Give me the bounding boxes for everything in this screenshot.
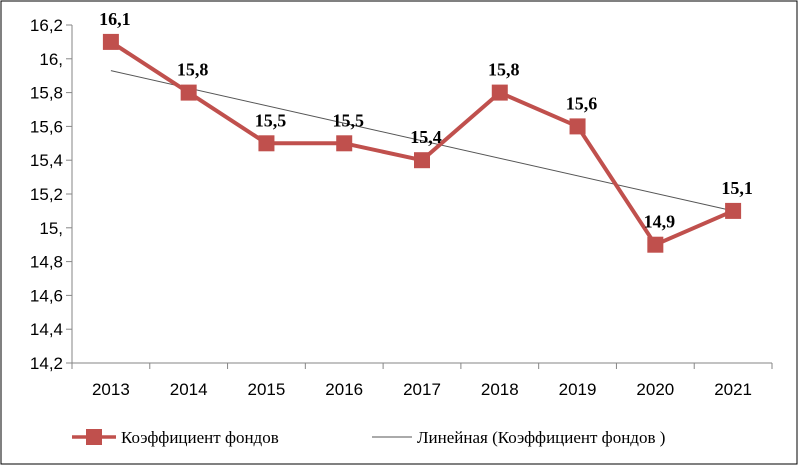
data-label: 15,4 [410, 127, 442, 147]
data-label: 15,8 [177, 60, 209, 80]
x-tick-label: 2020 [636, 380, 674, 399]
data-point-marker [569, 118, 586, 135]
y-tick-label: 14,6 [30, 286, 63, 305]
data-label: 16,1 [99, 9, 131, 29]
legend-trendline-label: Линейная (Коэффициент фондов ) [417, 428, 665, 447]
data-point-marker [180, 84, 197, 101]
trendline [110, 70, 734, 212]
legend-series-marker [86, 429, 102, 445]
data-label: 14,9 [644, 212, 676, 232]
data-label: 15,6 [566, 93, 598, 113]
axes: 14,2 14,4 14,6 14,8 15, 15,2 15,4 15,6 15,8 16, 16… [30, 16, 773, 399]
data-labels-group: 16,1 15,8 15,5 15,5 15,4 15,8 15,6 14,9 15,1 [99, 9, 753, 232]
x-tick-label: 2013 [92, 380, 130, 399]
data-label: 15,5 [332, 110, 364, 130]
y-tick-label: 14,2 [30, 354, 63, 373]
y-tick-label: 16,2 [30, 16, 63, 35]
x-tick-label: 2017 [403, 380, 441, 399]
legend-series-label: Коэффициент фондов [121, 428, 279, 447]
x-tick-label: 2015 [248, 380, 286, 399]
y-tick-label: 15,8 [30, 84, 63, 103]
x-tick-label: 2014 [170, 380, 208, 399]
x-tick-label: 2018 [481, 380, 519, 399]
data-label: 15,1 [721, 178, 753, 198]
series-group [102, 33, 742, 253]
y-tick-label: 16, [39, 50, 63, 69]
data-point-marker [258, 135, 275, 152]
x-tick-label: 2016 [325, 380, 363, 399]
data-label: 15,5 [255, 110, 287, 130]
y-tick-label: 15,6 [30, 117, 63, 136]
y-tick-label: 15,2 [30, 185, 63, 204]
data-label: 15,8 [488, 60, 520, 80]
legend: Коэффициент фондов Линейная (Коэффициент… [72, 428, 665, 447]
y-tick-label: 15,4 [30, 151, 63, 170]
y-tick-label: 15, [39, 219, 63, 238]
x-tick-label: 2021 [714, 380, 752, 399]
y-tick-label: 14,8 [30, 253, 63, 272]
data-point-marker [102, 33, 119, 50]
data-point-marker [647, 236, 664, 253]
trendline-group [110, 70, 734, 212]
data-point-marker [725, 202, 742, 219]
data-point-marker [414, 152, 430, 169]
data-point-marker [336, 135, 353, 152]
y-tick-label: 14,4 [30, 320, 63, 339]
data-point-marker [491, 84, 508, 101]
x-tick-label: 2019 [559, 380, 597, 399]
